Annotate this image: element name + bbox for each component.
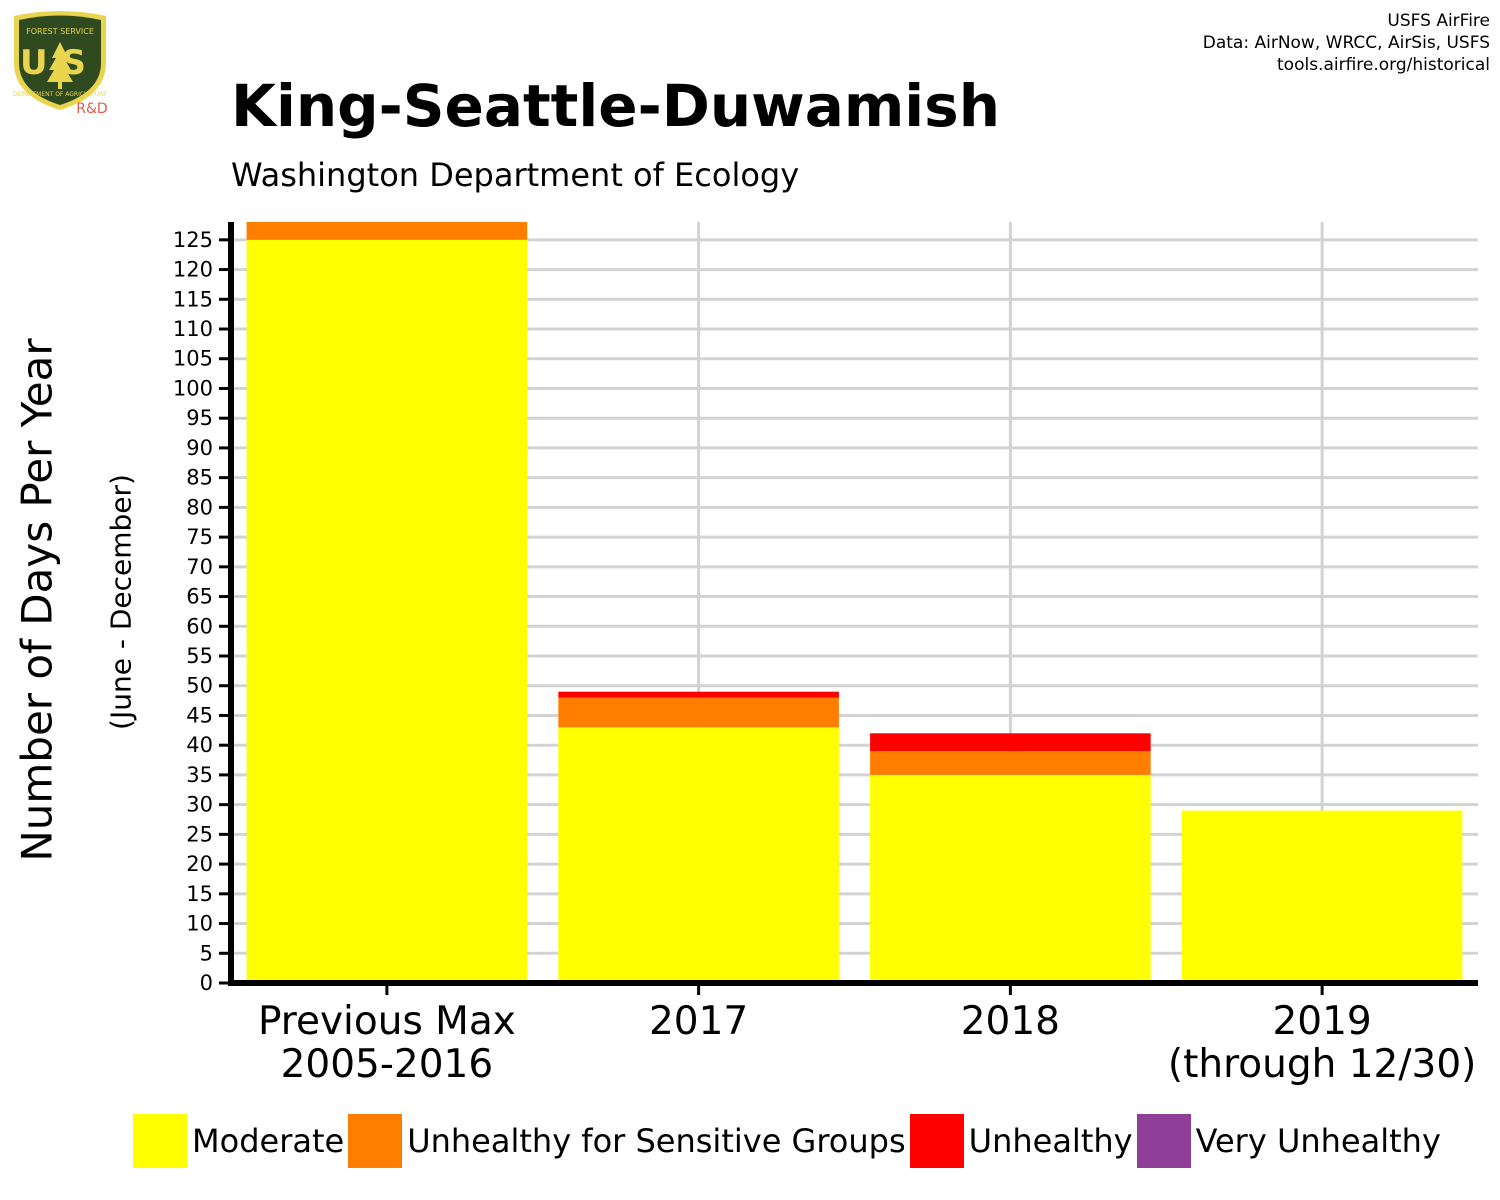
y-tick-label: 40 — [186, 733, 213, 757]
y-tick-label: 100 — [173, 376, 213, 400]
legend-swatch — [133, 1114, 187, 1168]
y-tick-label: 90 — [186, 436, 213, 460]
bar-segment — [870, 751, 1151, 775]
x-tick-label: 2018 — [961, 999, 1060, 1044]
logo-bottom-text: DEPARTMENT OF AGRICULTURE — [13, 91, 107, 98]
y-tick-label: 50 — [186, 674, 213, 698]
legend-swatch — [909, 1114, 964, 1168]
logo-badge: R&D — [76, 101, 107, 117]
bar-segment — [1181, 810, 1463, 983]
bar-segment — [870, 774, 1151, 983]
tree-icon — [47, 42, 73, 82]
x-tick-label: 2005-2016 — [281, 1042, 494, 1087]
y-tick-label: 30 — [186, 793, 213, 817]
forest-service-logo: FOREST SERVICE US DEPARTMENT OF AGRICULT… — [13, 11, 108, 117]
bar-segment — [558, 691, 839, 698]
x-tick-label: 2019 — [1272, 999, 1371, 1044]
legend-item-unhealthy: Unhealthy — [909, 1114, 1133, 1168]
y-tick-label: 105 — [173, 347, 213, 371]
legend-label: Very Unhealthy — [1195, 1122, 1441, 1160]
credit-line: Data: AirNow, WRCC, AirSis, USFS — [1202, 33, 1490, 53]
legend-item-moderate: Moderate — [133, 1114, 344, 1168]
x-tick-label: 2017 — [649, 999, 748, 1044]
legend-item-very-unhealthy: Very Unhealthy — [1136, 1114, 1441, 1168]
legend-label: Unhealthy for Sensitive Groups — [407, 1122, 906, 1160]
x-tick-label: (through 12/30) — [1168, 1042, 1476, 1087]
chart-title: King-Seattle-Duwamish — [231, 72, 1000, 140]
legend-swatch — [348, 1114, 403, 1168]
y-tick-label: 25 — [186, 822, 213, 846]
bar-segment — [558, 697, 839, 728]
y-tick-label: 115 — [173, 287, 213, 311]
credit-line: USFS AirFire — [1387, 11, 1490, 31]
legend-item-usg: Unhealthy for Sensitive Groups — [348, 1114, 906, 1168]
y-tick-label: 45 — [186, 703, 213, 727]
y-tick-label: 95 — [186, 406, 213, 430]
x-tick-label: Previous Max — [258, 999, 516, 1044]
bar-segment — [246, 239, 528, 983]
tree-trunk-icon — [58, 82, 62, 89]
bar-segment — [558, 727, 839, 983]
y-tick-label: 35 — [186, 763, 213, 787]
legend-swatch — [1136, 1114, 1191, 1168]
y-tick-label: 15 — [186, 882, 213, 906]
y-tick-label: 75 — [186, 525, 213, 549]
bar-segment — [870, 733, 1151, 752]
chart-subtitle: Washington Department of Ecology — [231, 156, 800, 194]
bar-segment — [246, 222, 528, 240]
y-tick-label: 55 — [186, 644, 213, 668]
y-tick-label: 10 — [186, 912, 213, 936]
logo-top-text: FOREST SERVICE — [26, 27, 94, 36]
y-tick-label: 125 — [173, 228, 213, 252]
y-tick-label: 120 — [173, 258, 213, 282]
legend-label: Moderate — [192, 1122, 345, 1160]
y-tick-label: 0 — [200, 971, 213, 995]
legend-label: Unhealthy — [968, 1122, 1133, 1160]
y-tick-label: 80 — [186, 495, 213, 519]
y-tick-label: 65 — [186, 585, 213, 609]
credits: USFS AirFire Data: AirNow, WRCC, AirSis,… — [1203, 10, 1490, 76]
y-tick-label: 20 — [186, 852, 213, 876]
y-tick-label: 85 — [186, 466, 213, 490]
y-tick-label: 5 — [200, 941, 213, 965]
y-tick-label: 70 — [186, 555, 213, 579]
y-tick-label: 60 — [186, 614, 213, 638]
credit-line: tools.airfire.org/historical — [1277, 55, 1490, 75]
y-tick-label: 110 — [173, 317, 213, 341]
legend: Moderate Unhealthy for Sensitive Groups … — [133, 1114, 1445, 1168]
